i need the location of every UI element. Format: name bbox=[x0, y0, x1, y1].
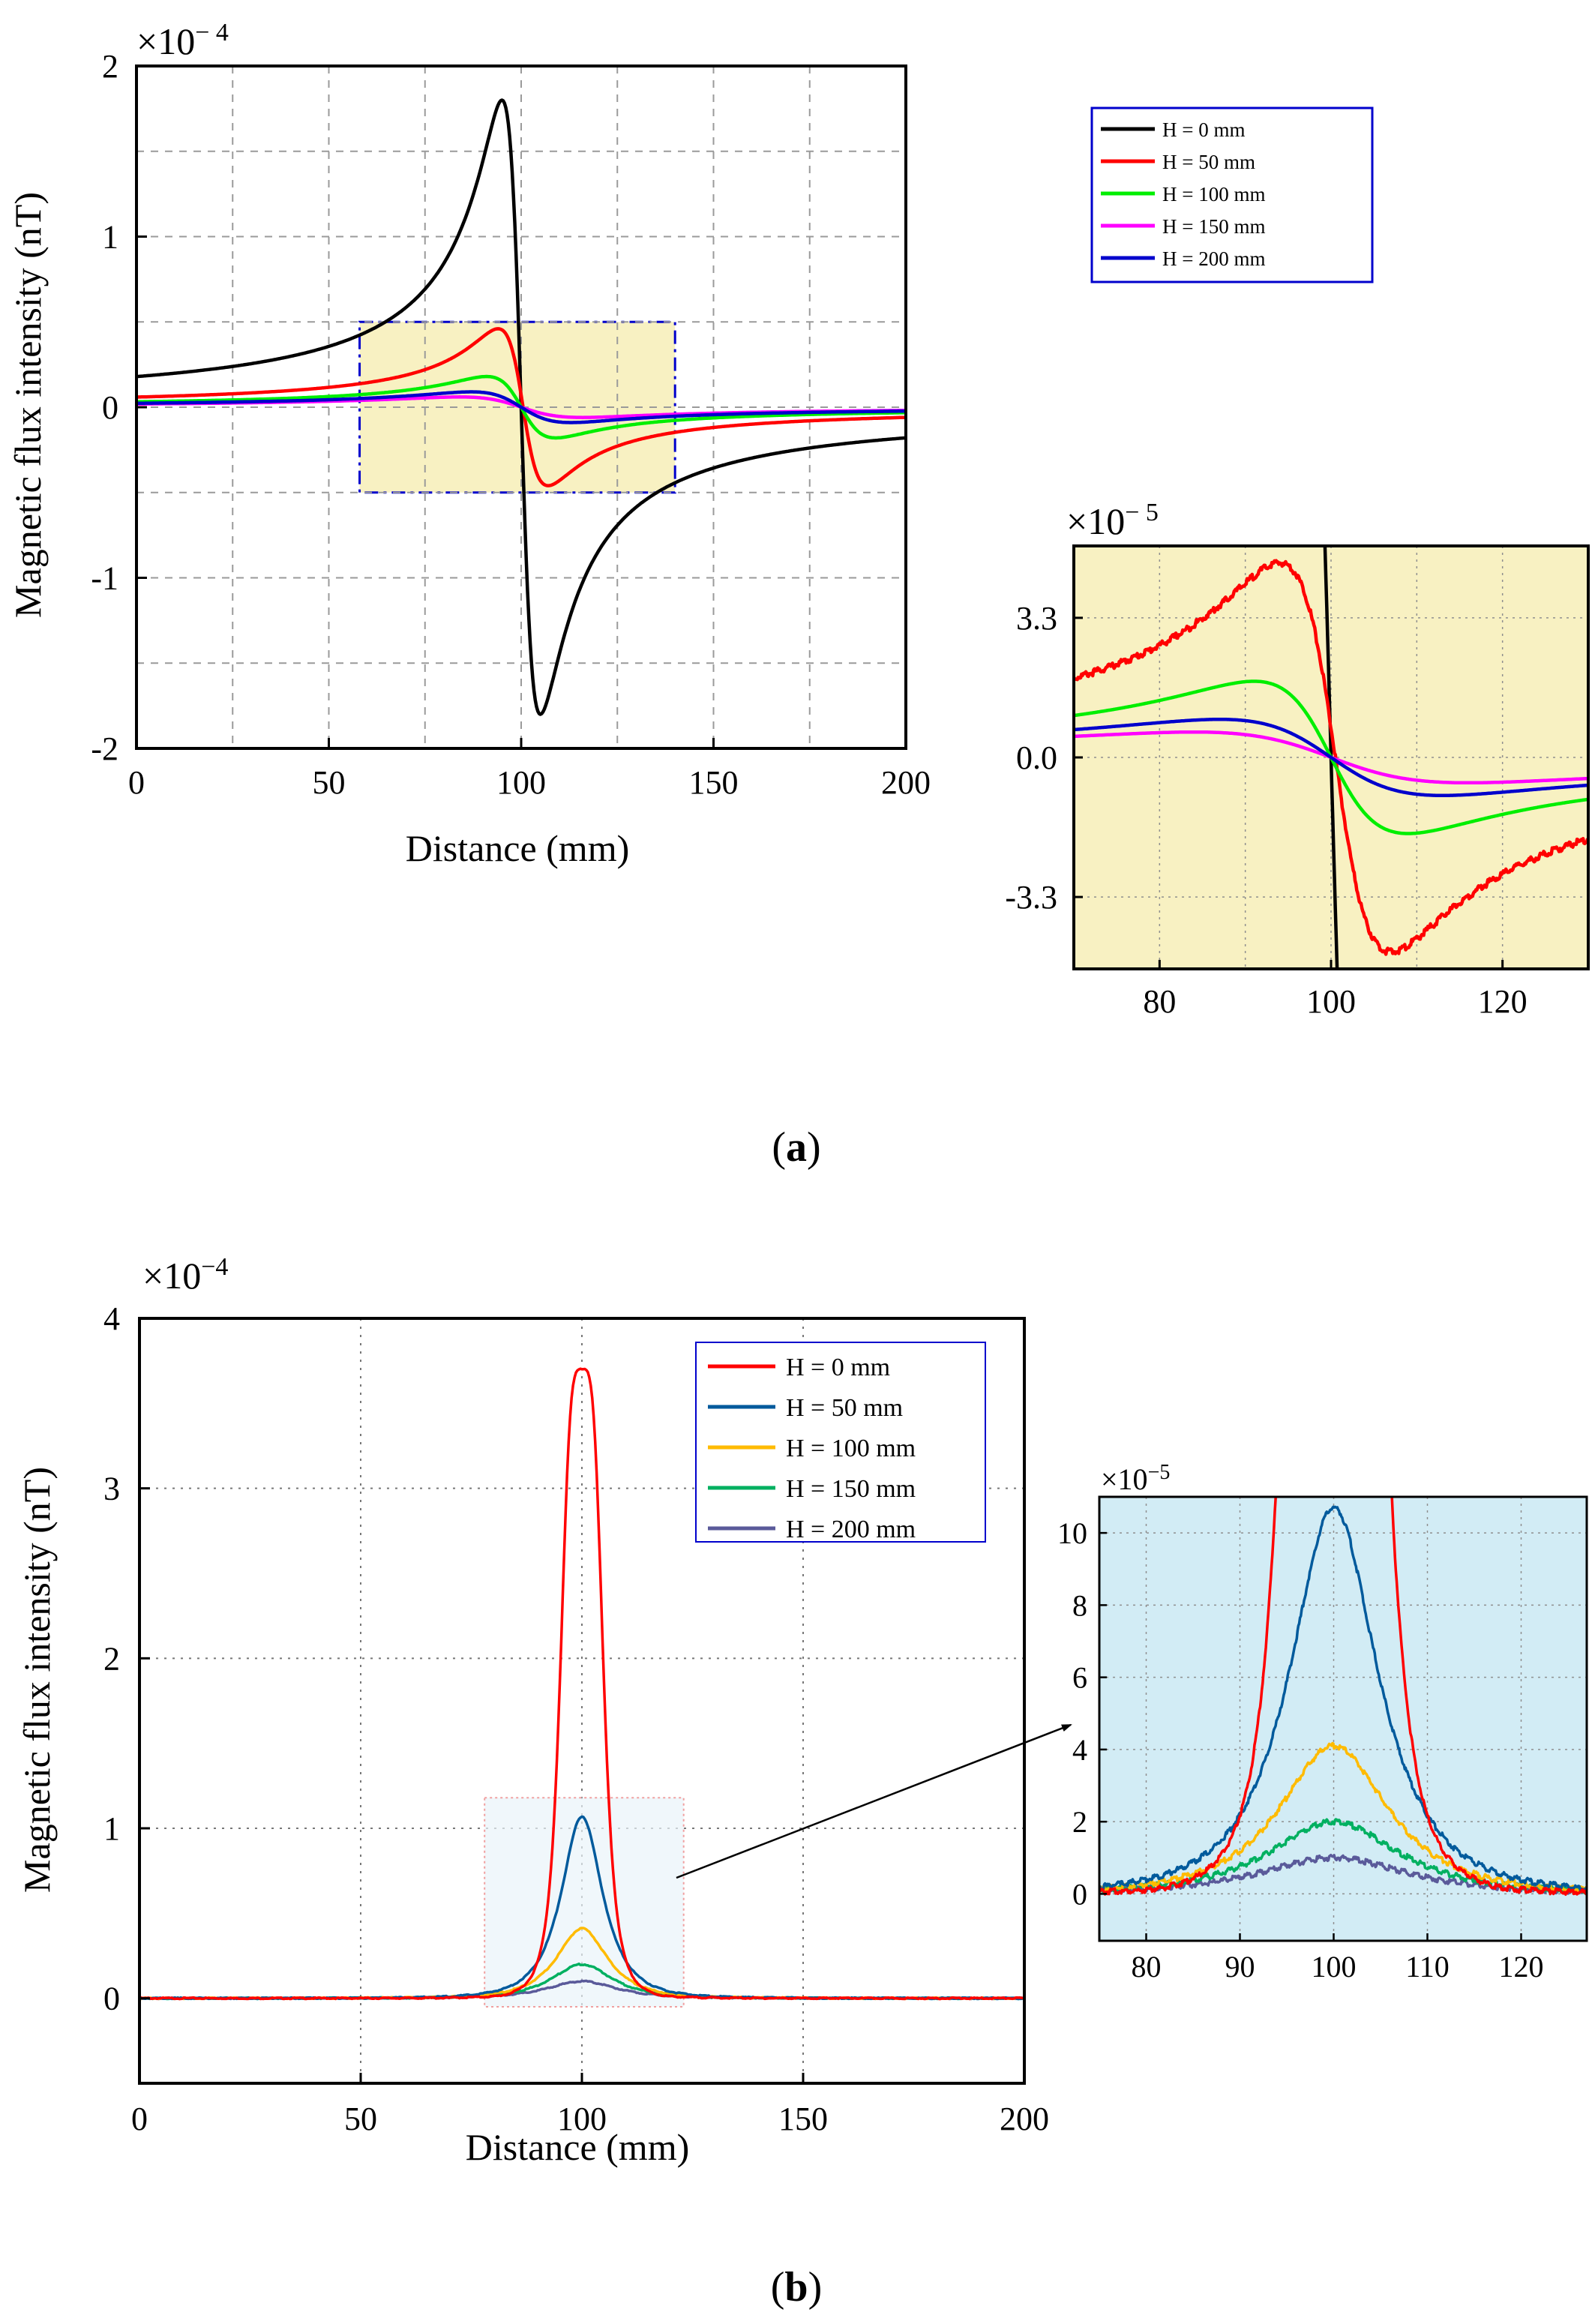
chart-b-ytick-label: 3 bbox=[103, 1471, 120, 1507]
chart-b-legend-label: H = 0 mm bbox=[786, 1354, 890, 1381]
chart-b-inset-xtick-label: 80 bbox=[1132, 1950, 1162, 1984]
chart-b-ticks: 0 50 100 150 200 0 1 2 3 4 bbox=[103, 1300, 1049, 2137]
chart-b-inset-series-line-2 bbox=[1099, 1741, 1587, 1894]
chart-a-xtick-label: 100 bbox=[496, 764, 546, 801]
chart-a-ticks: 0 50 100 150 200 -2 -1 0 1 2 bbox=[91, 48, 931, 801]
chart-a-inset-series-line-4 bbox=[1074, 717, 1588, 798]
chart-a-legend-label: H = 150 mm bbox=[1162, 215, 1265, 238]
chart-a-xtick-label: 150 bbox=[689, 764, 739, 801]
chart-a-inset-xtick-label: 80 bbox=[1143, 983, 1176, 1020]
chart-b-ytick-label: 2 bbox=[103, 1640, 120, 1677]
chart-b-inset-series-line-0 bbox=[1099, 1497, 1587, 1897]
chart-a-inset-ytick-label: -3.3 bbox=[1005, 879, 1057, 916]
chart-a-xtick-label: 200 bbox=[881, 764, 931, 801]
chart-a-ytick-label: 1 bbox=[102, 219, 118, 256]
chart-b-inset-xtick-label: 100 bbox=[1312, 1950, 1357, 1984]
chart-a-ytick-label: -2 bbox=[91, 730, 118, 767]
chart-a-series-line-1 bbox=[136, 327, 907, 487]
chart-a-series-line-4 bbox=[136, 390, 907, 424]
chart-a-inset-xtick-label: 100 bbox=[1306, 983, 1356, 1020]
chart-a-legend-label: H = 0 mm bbox=[1162, 118, 1245, 141]
chart-b-ytick-label: 4 bbox=[103, 1300, 120, 1337]
chart-a-inset-exponent: ×10− 5 bbox=[1066, 499, 1159, 542]
chart-b-inset: 80 90 100 110 120 0 2 4 6 8 10 ×10−5 bbox=[1057, 1461, 1588, 1984]
chart-b-inset-series-line-1 bbox=[1099, 1505, 1587, 1892]
chart-a-grid bbox=[136, 66, 906, 748]
chart-a-exponent: ×10− 4 bbox=[136, 19, 229, 62]
chart-b-xtick-label: 50 bbox=[344, 2101, 377, 2137]
chart-b-inset-xtick-label: 110 bbox=[1405, 1950, 1450, 1984]
chart-a-ylabel: Magnetic flux intensity (nT) bbox=[7, 192, 49, 618]
chart-b-inset-xtick-label: 120 bbox=[1499, 1950, 1544, 1984]
chart-b-xtick-label: 0 bbox=[131, 2101, 148, 2137]
chart-b-inset-ytick-label: 10 bbox=[1057, 1516, 1087, 1550]
chart-b-inset-ytick-label: 6 bbox=[1072, 1661, 1087, 1695]
chart-a-inset-xtick-label: 120 bbox=[1478, 983, 1528, 1020]
panel-a-label: (a) bbox=[772, 1124, 820, 1171]
chart-b-legend-label: H = 100 mm bbox=[786, 1435, 916, 1462]
chart-b-main: 0 50 100 150 200 0 1 2 3 4 ×10−4 Distance (mm) Ma… bbox=[16, 1253, 1072, 2168]
chart-b-inset-ticks: 80 90 100 110 120 0 2 4 6 8 10 bbox=[1057, 1516, 1544, 1984]
chart-b-legend: H = 0 mm H = 50 mm H = 100 mm H = 150 mm H =… bbox=[695, 1342, 986, 1543]
chart-a-xtick-label: 50 bbox=[313, 764, 346, 801]
chart-b-series-group bbox=[139, 1367, 1025, 2001]
chart-a-inset-ytick-label: 3.3 bbox=[1016, 600, 1057, 637]
chart-a-xtick-label: 0 bbox=[128, 764, 145, 801]
chart-b-highlight-box bbox=[484, 1797, 685, 2008]
chart-b-inset-exponent: ×10−5 bbox=[1101, 1461, 1170, 1496]
chart-b-xtick-label: 150 bbox=[778, 2101, 828, 2137]
chart-a-inset: 80 100 120 3.3 0.0 -3.3 ×10− 5 bbox=[1005, 499, 1590, 1020]
chart-a-inset-series-line-1 bbox=[1074, 559, 1588, 956]
chart-a-ytick-label: 2 bbox=[102, 48, 118, 85]
chart-a-legend-label: H = 200 mm bbox=[1162, 247, 1265, 270]
chart-b-inset-grid bbox=[1099, 1497, 1587, 1941]
chart-a-main: 0 50 100 150 200 -2 -1 0 1 2 ×10− 4 Distance (mm)… bbox=[7, 19, 931, 869]
chart-b-xtick-label: 100 bbox=[557, 2101, 607, 2137]
chart-b-xtick-label: 200 bbox=[1000, 2101, 1049, 2137]
chart-b-legend-label: H = 150 mm bbox=[786, 1475, 916, 1503]
chart-a-inset-ticks: 80 100 120 3.3 0.0 -3.3 bbox=[1005, 600, 1527, 1020]
chart-b-zoom-arrow bbox=[676, 1723, 1072, 1879]
chart-b-xlabel: Distance (mm) bbox=[466, 2126, 690, 2168]
chart-b-ytick-label: 1 bbox=[103, 1810, 120, 1847]
chart-b-inset-series-group bbox=[1099, 1497, 1587, 1897]
chart-b-legend-box bbox=[695, 1342, 986, 1543]
chart-a-series-group bbox=[136, 98, 907, 716]
chart-a-ytick-label: -1 bbox=[91, 560, 118, 597]
chart-b-series-line-0 bbox=[139, 1367, 1025, 2001]
chart-b-ylabel: Magnetic flux intensity (nT) bbox=[16, 1467, 58, 1893]
chart-a-legend-label: H = 100 mm bbox=[1162, 183, 1265, 205]
chart-a-legend: H = 0 mm H = 50 mm H = 100 mm H = 150 mm H =… bbox=[1090, 106, 1374, 283]
chart-a-xlabel: Distance (mm) bbox=[406, 827, 630, 869]
chart-b-inset-ytick-label: 8 bbox=[1072, 1588, 1087, 1622]
chart-b-legend-label: H = 200 mm bbox=[786, 1516, 916, 1543]
chart-b-exponent: ×10−4 bbox=[142, 1253, 228, 1297]
chart-b-legend-label: H = 50 mm bbox=[786, 1394, 903, 1422]
chart-b-inset-ytick-label: 4 bbox=[1072, 1733, 1087, 1767]
chart-b-inset-xtick-label: 90 bbox=[1225, 1950, 1255, 1984]
chart-b-ytick-label: 0 bbox=[103, 1981, 120, 2017]
chart-b-inset-ytick-label: 2 bbox=[1072, 1805, 1087, 1839]
chart-a-ytick-label: 0 bbox=[102, 389, 118, 426]
chart-a-legend-label: H = 50 mm bbox=[1162, 151, 1255, 173]
chart-a-inset-series-group bbox=[1074, 546, 1588, 969]
panel-b-label: (b) bbox=[771, 2264, 822, 2311]
chart-a-inset-ytick-label: 0.0 bbox=[1016, 739, 1057, 776]
chart-b-inset-frame bbox=[1098, 1495, 1588, 1942]
chart-b-inset-ytick-label: 0 bbox=[1072, 1877, 1087, 1911]
